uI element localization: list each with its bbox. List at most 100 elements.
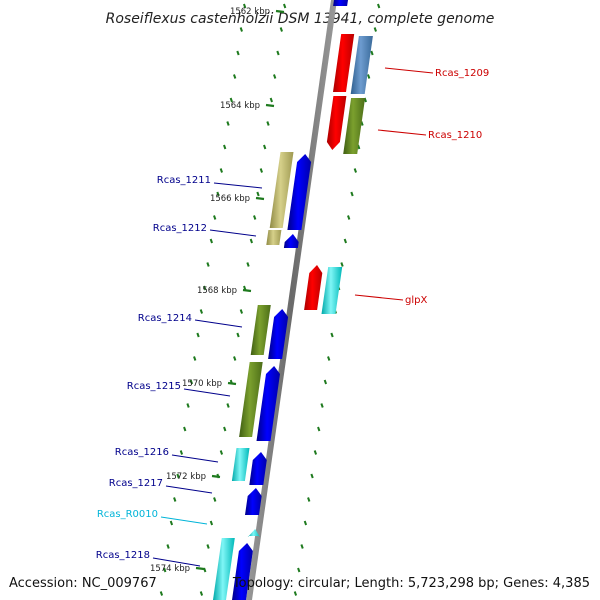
gene-feature-rcas-1210b[interactable] [343,98,366,154]
tick-mark [353,168,357,173]
tick-mark [206,262,210,267]
tick-mark [310,473,314,479]
gene-feature-rcas-r0010[interactable] [247,529,261,537]
tick-mark [259,168,263,173]
gene-features [213,0,373,600]
tick-mark [373,27,377,32]
tick-mark [199,591,204,596]
tick-mark [189,379,194,385]
tick-mark [347,215,351,220]
tick-mark [203,567,207,573]
gene-label-rcas-1214[interactable]: Rcas_1214 [138,313,192,324]
gene-feature-rcas-1212b[interactable] [283,234,299,248]
tick-mark [203,285,207,291]
tick-mark [219,450,224,455]
leader-line-rcas-1211 [213,182,263,189]
genome-title: Roseiflexus castenholzii DSM 13941, comp… [106,11,495,27]
tick-mark [300,544,304,549]
gene-feature-rcas-1209b[interactable] [350,36,373,94]
tick-mark [293,591,298,596]
gene-label-glpx[interactable]: glpX [405,295,427,306]
tick-mark [317,426,321,432]
gene-label-rcas-1218[interactable]: Rcas_1218 [96,550,150,561]
tick-mark [269,97,273,103]
tick-mark [226,403,230,408]
tick-mark [330,332,334,338]
tick-mark [196,332,200,338]
gene-label-rcas-1211[interactable]: Rcas_1211 [157,175,211,186]
kbp-marker-label: 1566 kbp [210,194,250,204]
leader-line-rcas-1210 [377,129,427,136]
kbp-marker-label: 1574 kbp [150,564,190,574]
gene-feature-rcas-1218b[interactable] [232,543,253,600]
tick-mark [226,121,230,126]
gene-feature-rcas-1210a[interactable] [326,96,347,150]
leader-line-rcas-1214 [194,319,243,328]
kbp-marker-label: 1570 kbp [182,379,222,389]
tick-mark [159,591,164,596]
kbp-marker-tick [255,196,265,201]
tick-mark [367,74,371,79]
tick-mark [256,191,260,197]
gene-label-rcas-1215[interactable]: Rcas_1215 [127,381,181,392]
tick-mark [313,450,318,455]
kbp-marker-tick [195,566,205,571]
tick-mark [243,3,247,9]
tick-mark [276,50,280,56]
gene-labels: Rcas_1209 Rcas_1210 Rcas_1211 Rcas_1212 glpX… [96,67,489,567]
tick-mark [206,544,210,549]
leader-line-rcas-1216 [171,454,219,463]
tick-marks [159,3,381,596]
tick-mark [193,356,197,361]
kbp-marker-label: 1572 kbp [166,472,206,482]
kbp-markers: 1562 kbp 1564 kbp 1566 kbp 1568 kbp 1570 kbp… [150,7,285,574]
gene-feature-rcas-1211b[interactable] [287,154,312,230]
tick-mark [239,309,244,314]
gene-label-rcas-1216[interactable]: Rcas_1216 [115,447,169,458]
tick-mark [209,520,214,526]
tick-mark [183,426,187,432]
kbp-marker-tick [265,103,275,108]
gene-label-rcas-1217[interactable]: Rcas_1217 [109,478,163,489]
gene-label-rcas-1209[interactable]: Rcas_1209 [435,68,489,79]
topology-text: Topology: circular; Length: 5,723,298 bp… [232,576,590,591]
tick-mark [186,403,190,408]
gene-label-rcas-r0010[interactable]: Rcas_R0010 [97,509,158,520]
tick-mark [199,309,204,314]
gene-feature-rcas-1209a[interactable] [333,34,355,92]
tick-mark [216,191,220,197]
tick-mark [173,497,177,502]
gene-feature-top[interactable] [333,0,348,6]
gene-feature-rcas-1216b[interactable] [249,452,267,485]
tick-mark [239,27,243,32]
tick-mark [320,403,324,408]
tick-mark [307,497,311,502]
tick-mark [273,74,277,79]
tick-mark [263,144,267,150]
tick-mark [283,3,287,9]
gene-feature-rcas-1212a[interactable] [266,230,282,245]
gene-feature-rcas-1218a[interactable] [213,538,235,600]
tick-mark [246,262,250,267]
leader-line-rcas-1212 [209,229,257,237]
gene-feature-rcas-1215a[interactable] [239,362,263,437]
leader-line-rcas-r0010 [160,516,208,525]
gene-feature-glpx-b[interactable] [321,267,343,314]
gene-label-rcas-1212[interactable]: Rcas_1212 [153,223,207,234]
genome-backbone [246,0,337,600]
gene-feature-rcas-1215b[interactable] [256,366,281,441]
tick-mark [233,74,237,79]
tick-mark [176,473,180,479]
gene-feature-rcas-1216a[interactable] [231,448,250,481]
gene-label-rcas-1210[interactable]: Rcas_1210 [428,130,482,141]
gene-feature-rcas-1217[interactable] [245,488,262,515]
tick-mark [279,27,283,32]
gene-feature-rcas-1211a[interactable] [269,152,294,228]
gene-feature-glpx-a[interactable] [304,265,323,310]
leader-line-rcas-1215 [183,388,231,397]
tick-mark [370,50,374,56]
gene-feature-rcas-1214a[interactable] [250,305,271,355]
tick-mark [236,332,240,338]
gene-feature-rcas-1214b[interactable] [268,309,289,359]
kbp-marker-label: 1564 kbp [220,101,260,111]
